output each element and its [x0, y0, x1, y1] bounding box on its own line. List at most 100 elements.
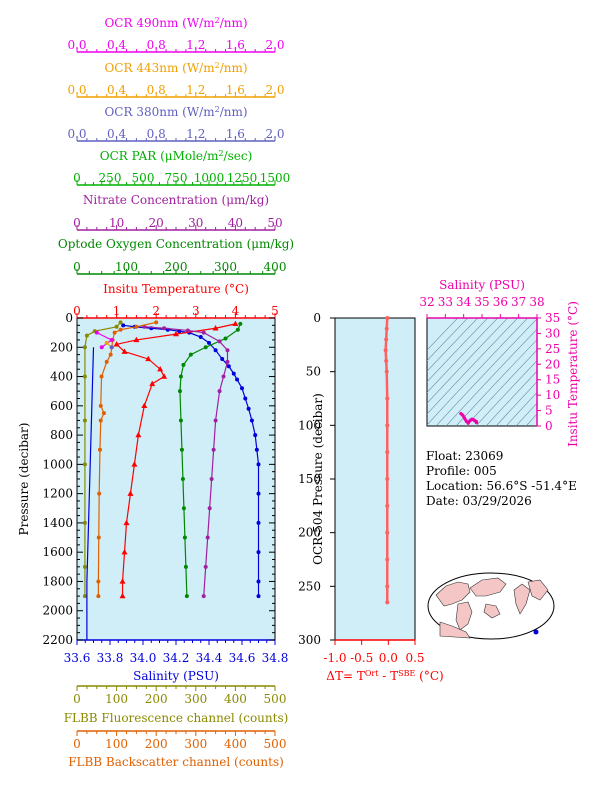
- info-location: Location: 56.6°S -51.4°E: [426, 479, 577, 493]
- salinity-point: [246, 406, 251, 411]
- nitrate-point: [211, 447, 216, 452]
- ocr380-tick-label: 1.6: [226, 127, 245, 141]
- fluorescence-axis-title: FLBB Fluorescence channel (counts): [64, 711, 289, 725]
- fluorescence-tick-label: 200: [145, 692, 168, 706]
- nitrate-axis-title: Nitrate Concentration (μm/kg): [83, 193, 269, 207]
- ts-point: [461, 413, 465, 417]
- salinity-point: [207, 340, 211, 345]
- temperature-point: [161, 373, 168, 379]
- temperature-tick-label: 5: [271, 304, 279, 318]
- ts-y-tick-label: 5: [545, 404, 553, 418]
- salinity-axis-title: Salinity (PSU): [133, 669, 219, 683]
- backscatter-point: [104, 359, 109, 364]
- main-plot-area: [76, 317, 276, 641]
- ts-contour-line: [495, 381, 537, 426]
- map-landmass: [455, 601, 473, 631]
- tsdiff-point: [385, 316, 390, 320]
- salinity-point: [213, 348, 218, 353]
- nitrate-point: [201, 330, 206, 335]
- tsdiff-point: [385, 423, 390, 428]
- tsdiff-y-axis-label: OCR-504 Pressure (decibar): [311, 393, 325, 565]
- temperature-series-line: [115, 323, 236, 597]
- tsdiff-point: [383, 348, 388, 353]
- nitrate-point: [217, 339, 222, 344]
- temperature-axis-title: Insitu Temperature (°C): [103, 282, 249, 296]
- nitrate-series-line: [144, 326, 229, 597]
- backscatter-point: [96, 579, 101, 584]
- ocr380-axis-title: OCR 380nm (W/m2/nm): [104, 105, 247, 120]
- ocr443-point: [104, 340, 109, 345]
- salinity-point: [198, 335, 203, 340]
- ts-y-tick-label: 10: [545, 388, 560, 402]
- pressure-tick-label: 2200: [42, 633, 73, 647]
- ts-x-tick-label: 33: [438, 295, 453, 309]
- tsdiff-y-tick-label: 150: [298, 472, 321, 486]
- temperature-point: [127, 490, 134, 496]
- nitrate-point: [221, 374, 226, 379]
- oxygen-point: [238, 321, 243, 326]
- ts-x-tick-label: 32: [419, 295, 434, 309]
- oxygen-tick-label: 100: [115, 260, 138, 274]
- par-tick-label: 0: [73, 171, 81, 185]
- ts-contour-line: [485, 370, 537, 426]
- backscatter-tick-label: 100: [105, 737, 128, 751]
- pressure-tick-label: 0: [65, 311, 73, 325]
- nitrate-point: [225, 359, 230, 364]
- salinity-point: [256, 462, 261, 467]
- fluorescence-point: [82, 462, 87, 467]
- salinity-point: [256, 579, 261, 584]
- pressure-tick-label: 1400: [42, 516, 73, 530]
- info-profile: Profile: 005: [426, 464, 497, 478]
- ts-point: [462, 416, 467, 420]
- ts-contour-line: [435, 318, 537, 426]
- ocr443-axis-title: OCR 443nm (W/m2/nm): [104, 61, 247, 76]
- ocr490-tick-label: 0.0: [67, 38, 86, 52]
- salinity-tick-label: 34.4: [196, 651, 223, 665]
- backscatter-tick-label: 500: [264, 737, 287, 751]
- tsdiff-point: [385, 396, 390, 401]
- backscatter-point: [97, 491, 102, 496]
- backscatter-tick-label: 400: [224, 737, 247, 751]
- temperature-tick-label: 1: [113, 304, 121, 318]
- fluorescence-point: [82, 345, 87, 350]
- ocr490-axis-title: OCR 490nm (W/m2/nm): [104, 16, 247, 31]
- fluorescence-point: [82, 564, 87, 569]
- map-landmass: [513, 583, 531, 615]
- oxygen-point: [182, 535, 187, 540]
- ocr490-point: [109, 337, 114, 342]
- salinity-point: [256, 550, 261, 555]
- ocr443-tick-label: 0.0: [67, 83, 86, 97]
- map-landmass: [439, 621, 471, 639]
- ocr380-tick-label: 1.2: [186, 127, 205, 141]
- float-location-marker: [533, 629, 539, 635]
- ts-y-tick-label: 20: [545, 357, 560, 371]
- tsdiff-x-tick-label: -1.0: [323, 651, 346, 665]
- ts-x-tick-label: 37: [511, 295, 526, 309]
- oxygen-tick-label: 200: [165, 260, 188, 274]
- tsdiff-point: [384, 326, 389, 331]
- fluorescence-point: [84, 333, 89, 338]
- ts-y-tick-label: 0: [545, 419, 553, 433]
- temperature-tick-label: 4: [232, 304, 240, 318]
- ts-y-tick-label: 30: [545, 326, 560, 340]
- temperature-point: [141, 402, 148, 409]
- tsdiff-point: [384, 358, 389, 363]
- ocr380-tick-label: 0.0: [67, 127, 86, 141]
- backscatter-point: [108, 352, 113, 357]
- map-landmass: [435, 581, 471, 607]
- oxygen-point: [180, 477, 185, 481]
- nitrate-tick-label: 10: [109, 216, 124, 230]
- temperature-point: [119, 578, 126, 584]
- ocr380-point: [109, 345, 114, 350]
- fluorescence-point: [118, 320, 123, 325]
- salinity-point: [256, 491, 261, 496]
- backscatter-point: [99, 374, 104, 379]
- nitrate-tick-label: 50: [267, 216, 282, 230]
- salinity-point: [249, 418, 254, 423]
- ts-contour-line: [525, 413, 537, 426]
- temperature-point: [149, 380, 156, 387]
- oxygen-point: [178, 418, 183, 423]
- ts-y-tick-label: 35: [545, 311, 560, 325]
- tsdiff-y-tick-label: 250: [298, 579, 321, 593]
